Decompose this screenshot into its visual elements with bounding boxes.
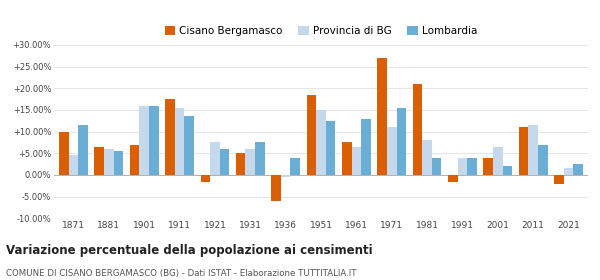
Bar (529, 125, 538, 175)
Bar (554, 175, 564, 184)
Bar (59, 132, 68, 175)
Bar (113, 151, 123, 175)
Bar (281, 175, 290, 177)
Bar (397, 108, 406, 175)
Text: COMUNE DI CISANO BERGAMASCO (BG) - Dati ISTAT - Elaborazione TUTTITALIA.IT: COMUNE DI CISANO BERGAMASCO (BG) - Dati … (6, 269, 356, 278)
Bar (255, 143, 265, 175)
Legend: Cisano Bergamasco, Provincia di BG, Lombardia: Cisano Bergamasco, Provincia di BG, Lomb… (165, 26, 477, 36)
Bar (503, 166, 512, 175)
Bar (361, 119, 371, 175)
Bar (307, 95, 316, 175)
Bar (326, 121, 335, 175)
Bar (271, 175, 281, 201)
Bar (538, 144, 548, 175)
Bar (236, 153, 245, 175)
Bar (467, 158, 477, 175)
Bar (200, 175, 210, 181)
Bar (422, 140, 432, 175)
Bar (484, 158, 493, 175)
Bar (290, 158, 300, 175)
Bar (78, 125, 88, 175)
Bar (149, 106, 158, 175)
Bar (574, 164, 583, 175)
Bar (352, 147, 361, 175)
Bar (564, 169, 574, 175)
Bar (175, 108, 184, 175)
Bar (245, 149, 255, 175)
Bar (184, 116, 194, 175)
Bar (94, 147, 104, 175)
Bar (519, 127, 529, 175)
Bar (130, 144, 139, 175)
Bar (316, 110, 326, 175)
Bar (104, 149, 113, 175)
Bar (493, 147, 503, 175)
Text: Variazione percentuale della popolazione ai censimenti: Variazione percentuale della popolazione… (6, 244, 373, 256)
Bar (342, 143, 352, 175)
Bar (377, 58, 387, 175)
Bar (210, 143, 220, 175)
Bar (220, 149, 229, 175)
Bar (413, 84, 422, 175)
Bar (387, 127, 397, 175)
Bar (139, 106, 149, 175)
Bar (432, 158, 442, 175)
Bar (165, 99, 175, 175)
Bar (448, 175, 458, 181)
Bar (68, 155, 78, 175)
Bar (458, 158, 467, 175)
